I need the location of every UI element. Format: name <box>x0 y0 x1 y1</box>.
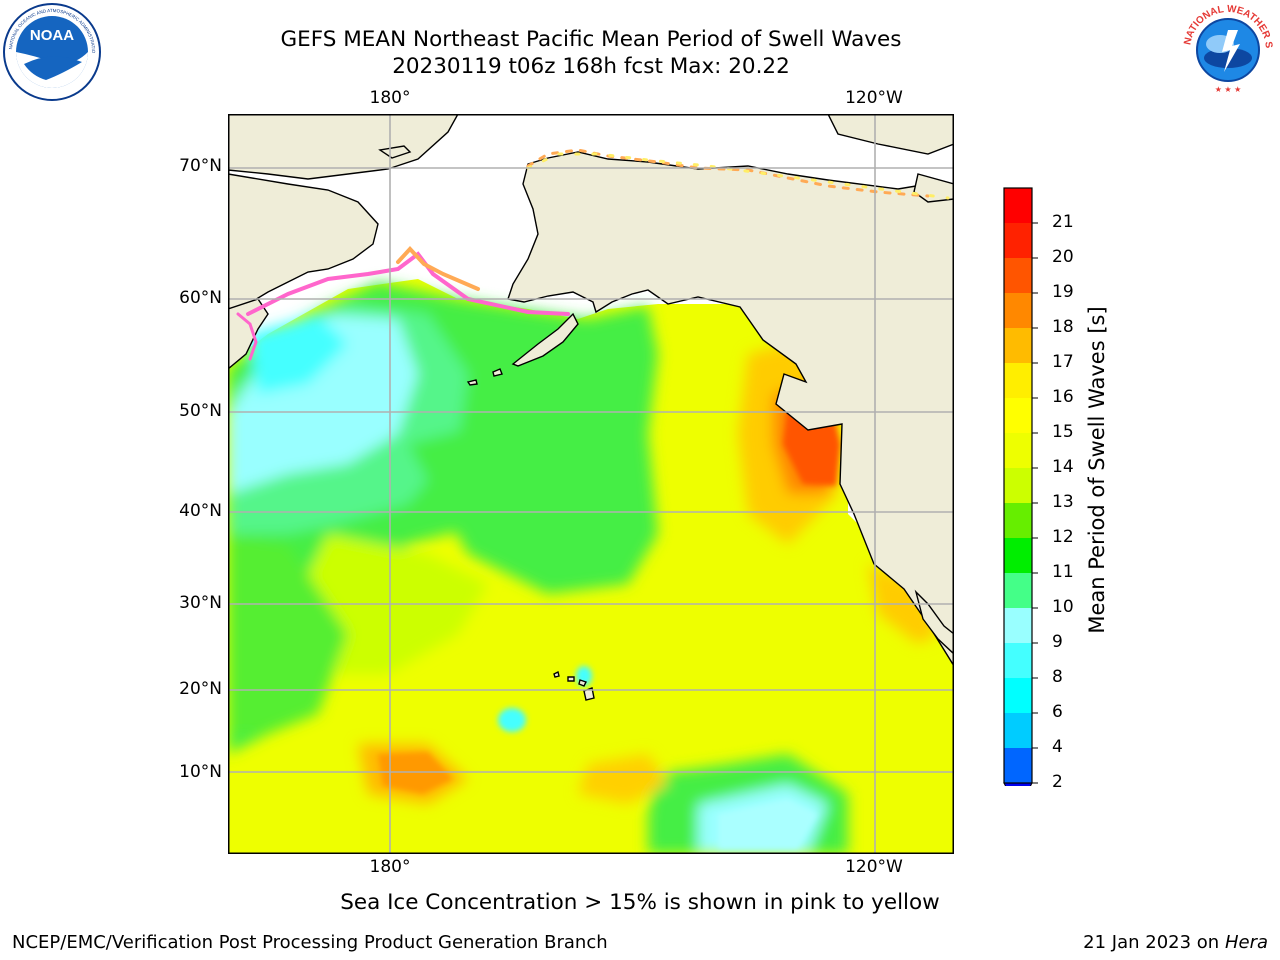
colorbar-tick-label: 8 <box>1052 667 1063 687</box>
nws-logo: NATIONAL WEATHER SERVICE ★ ★ ★ <box>1174 0 1278 100</box>
lon-label-bottom-120w: 120°W <box>845 857 903 877</box>
colorbar-segment <box>1004 293 1032 328</box>
colorbar-segment <box>1004 223 1032 258</box>
lat-label-40n: 40°N <box>179 501 222 521</box>
colorbar-segment <box>1004 188 1032 223</box>
colorbar-segment <box>1004 713 1032 748</box>
noaa-logo: NOAA NATIONAL OCEANIC AND ATMOSPHERIC AD… <box>0 0 102 102</box>
colorbar-tick-label: 4 <box>1052 737 1063 757</box>
footer-host: Hera <box>1224 932 1268 953</box>
lat-label-20n: 20°N <box>179 679 222 699</box>
chart-title: GEFS MEAN Northeast Pacific Mean Period … <box>280 27 902 52</box>
colorbar-tick-label: 15 <box>1052 422 1074 442</box>
colorbar-segment <box>1004 398 1032 433</box>
svg-text:★ ★ ★: ★ ★ ★ <box>1215 85 1242 94</box>
lat-label-30n: 30°N <box>179 593 222 613</box>
lat-label-50n: 50°N <box>179 401 222 421</box>
colorbar <box>1000 186 1040 813</box>
map-frame <box>228 114 954 854</box>
colorbar-segment <box>1004 678 1032 713</box>
colorbar-segment <box>1004 328 1032 363</box>
colorbar-tick-label: 16 <box>1052 387 1074 407</box>
colorbar-segment <box>1004 608 1032 643</box>
map-svg <box>228 114 954 854</box>
colorbar-frame <box>1003 187 1033 784</box>
colorbar-segment <box>1004 433 1032 468</box>
colorbar-segment <box>1004 538 1032 573</box>
graticule <box>228 114 954 854</box>
colorbar-segment <box>1004 573 1032 608</box>
lat-label-60n: 60°N <box>179 288 222 308</box>
colorbar-tick-label: 10 <box>1052 597 1074 617</box>
colorbar-tick-label: 11 <box>1052 562 1074 582</box>
colorbar-tick-label: 13 <box>1052 492 1074 512</box>
colorbar-tick-label: 21 <box>1052 212 1074 232</box>
footer-date: 21 Jan 2023 on <box>1083 932 1225 953</box>
sea-ice-note: Sea Ice Concentration > 15% is shown in … <box>340 890 940 915</box>
colorbar-tick-label: 19 <box>1052 282 1074 302</box>
colorbar-tick-label: 18 <box>1052 317 1074 337</box>
sea-ice-edge <box>236 148 950 361</box>
colorbar-svg <box>1003 187 1038 813</box>
lon-label-bottom-180: 180° <box>369 857 411 877</box>
colorbar-segment <box>1004 258 1032 293</box>
colorbar-segment <box>1004 748 1032 783</box>
footer-right: 21 Jan 2023 on Hera <box>1083 932 1268 953</box>
land-masses <box>228 114 954 701</box>
colorbar-tick-label: 17 <box>1052 352 1074 372</box>
colorbar-tick-label: 14 <box>1052 457 1074 477</box>
colorbar-segment <box>1004 468 1032 503</box>
map-panel <box>228 114 954 854</box>
lon-label-top-120w: 120°W <box>845 88 903 108</box>
lat-label-10n: 10°N <box>179 762 222 782</box>
colorbar-tick-label: 20 <box>1052 247 1074 267</box>
colorbar-segment <box>1004 643 1032 678</box>
svg-text:NOAA: NOAA <box>30 27 74 44</box>
chart-subtitle: 20230119 t06z 168h fcst Max: 20.22 <box>392 54 790 79</box>
lon-label-top-180: 180° <box>369 88 411 108</box>
footer-left: NCEP/EMC/Verification Post Processing Pr… <box>12 932 608 953</box>
colorbar-tick-label: 12 <box>1052 527 1074 547</box>
colorbar-tick-label: 2 <box>1052 772 1063 792</box>
colorbar-segment <box>1004 363 1032 398</box>
colorbar-tick-label: 6 <box>1052 702 1063 722</box>
lat-label-70n: 70°N <box>179 156 222 176</box>
colorbar-title: Mean Period of Swell Waves [s] <box>1085 306 1109 634</box>
colorbar-segment <box>1004 503 1032 538</box>
colorbar-tick-label: 9 <box>1052 632 1063 652</box>
